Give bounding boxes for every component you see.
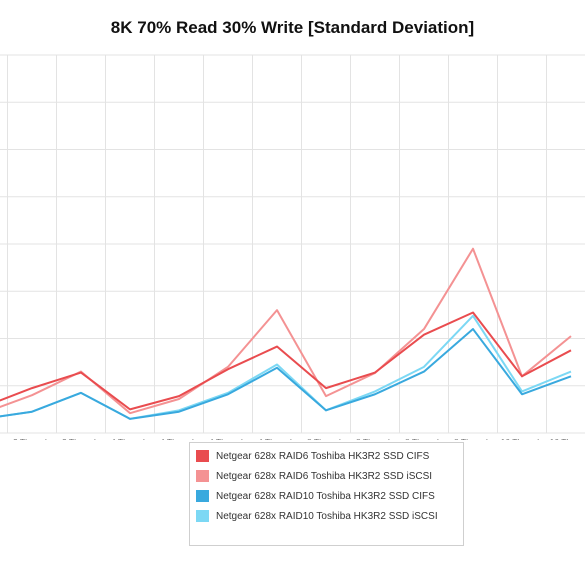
series-line	[0, 328, 572, 420]
legend-swatch	[196, 470, 209, 482]
legend-item: Netgear 628x RAID6 Toshiba HK3R2 SSD iSC…	[196, 466, 463, 486]
x-tick-label: 8 Threads	[307, 437, 345, 440]
legend-swatch	[196, 450, 209, 462]
legend-swatch	[196, 510, 209, 522]
line-chart: 1 Threads1 Queue2 Threads8 Queue2 Thread…	[0, 54, 585, 440]
x-tick-label: 2 Threads	[62, 437, 100, 440]
series-lines	[0, 247, 572, 420]
legend-label: Netgear 628x RAID6 Toshiba HK3R2 SSD CIF…	[216, 450, 430, 462]
legend-item: Netgear 628x RAID6 Toshiba HK3R2 SSD CIF…	[196, 446, 463, 466]
x-tick-label: 2 Threads	[13, 437, 51, 440]
legend-item: Netgear 628x RAID10 Toshiba HK3R2 SSD iS…	[196, 506, 463, 526]
legend-label: Netgear 628x RAID10 Toshiba HK3R2 SSD iS…	[216, 510, 438, 522]
x-tick-label: 1 Threads	[0, 437, 2, 440]
legend-swatch	[196, 490, 209, 502]
series-line	[0, 247, 572, 415]
legend-label: Netgear 628x RAID10 Toshiba HK3R2 SSD CI…	[216, 490, 435, 502]
x-tick-label: 8 Threads	[356, 437, 394, 440]
x-tick-label: 16 Threads	[550, 437, 585, 440]
x-tick-label: 4 Threads	[258, 437, 296, 440]
x-tick-label: 8 Threads	[405, 437, 443, 440]
x-tick-label: 4 Threads	[160, 437, 198, 440]
x-tick-label: 4 Threads	[209, 437, 247, 440]
series-line	[0, 311, 572, 411]
x-tick-label: 16 Threads	[501, 437, 544, 440]
x-axis-labels: 1 Threads1 Queue2 Threads8 Queue2 Thread…	[0, 437, 585, 440]
series-line	[0, 314, 572, 420]
chart-grid	[0, 54, 585, 434]
chart-legend: Netgear 628x RAID6 Toshiba HK3R2 SSD CIF…	[189, 442, 464, 546]
x-tick-label: 4 Threads	[111, 437, 149, 440]
x-tick-label: 8 Threads	[454, 437, 492, 440]
chart-title: 8K 70% Read 30% Write [Standard Deviatio…	[110, 18, 475, 37]
legend-item: Netgear 628x RAID10 Toshiba HK3R2 SSD CI…	[196, 486, 463, 506]
legend-label: Netgear 628x RAID6 Toshiba HK3R2 SSD iSC…	[216, 470, 433, 482]
